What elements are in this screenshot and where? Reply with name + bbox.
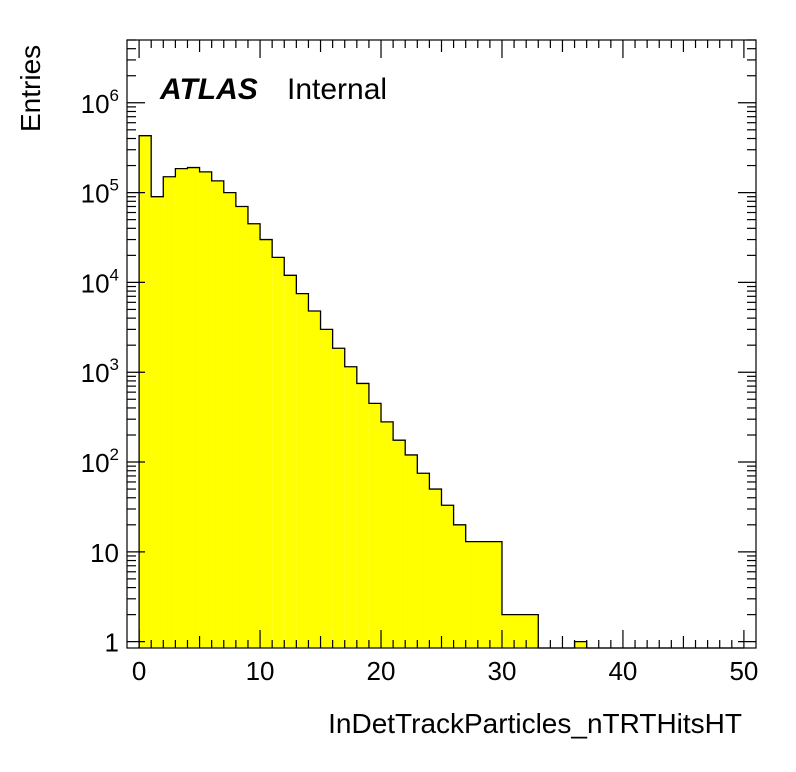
histogram-bar: [429, 489, 442, 648]
histogram-bar: [247, 223, 261, 648]
y-tick-label: 10: [90, 538, 119, 568]
y-tick-label: 106: [81, 86, 119, 119]
x-tick-label: 40: [608, 656, 637, 686]
x-tick-label: 20: [367, 656, 396, 686]
histogram-bar: [260, 239, 273, 648]
histogram-bar: [501, 614, 539, 648]
x-axis-label: InDetTrackParticles_nTRTHitsHT: [328, 708, 742, 739]
atlas-label: ATLAS: [159, 73, 258, 106]
y-axis-label: Entries: [15, 45, 46, 132]
y-tick-label: 1: [105, 628, 119, 658]
y-tick-label: 103: [81, 355, 119, 388]
histogram-bar: [151, 196, 164, 648]
histogram-bar: [163, 176, 176, 648]
histogram-bar: [284, 275, 297, 648]
histogram-bar: [465, 541, 502, 648]
histogram-bar: [574, 641, 587, 648]
y-tick-label: 102: [81, 445, 119, 478]
histogram-bar: [417, 473, 430, 648]
x-tick-labels: 0 10 20 30 40 50: [132, 656, 759, 686]
histogram-bar: [296, 293, 309, 648]
y-tick-labels: 1 10 102 103 104 105 106: [81, 86, 119, 658]
y-tick-label: 105: [81, 176, 119, 209]
histogram-bar: [223, 192, 236, 648]
histogram-bar: [320, 329, 333, 648]
histogram-bar: [235, 206, 248, 648]
histogram-bar: [199, 171, 212, 648]
histogram-bar: [381, 421, 394, 648]
histogram-bar: [393, 440, 406, 648]
internal-label: Internal: [287, 73, 387, 106]
histogram-outline: [138, 135, 744, 649]
axis-ticks: [127, 39, 756, 648]
histogram-bar: [308, 311, 321, 648]
histogram-bar: [187, 167, 200, 648]
histogram-bar: [441, 505, 454, 648]
histogram-bars: [139, 135, 587, 649]
histogram-bar: [453, 524, 466, 648]
histogram-bar: [175, 168, 188, 648]
y-tick-label: 104: [81, 265, 119, 298]
x-tick-label: 0: [132, 656, 146, 686]
x-tick-label: 30: [488, 656, 517, 686]
histogram-bar: [211, 180, 224, 649]
histogram-bar: [344, 366, 357, 648]
x-tick-label: 10: [246, 656, 275, 686]
histogram-bar: [368, 403, 382, 648]
histogram-bar: [272, 257, 285, 648]
histogram-bar: [139, 135, 152, 648]
histogram-bar: [405, 454, 418, 648]
histogram-bar: [332, 348, 345, 648]
x-tick-label: 50: [729, 656, 758, 686]
histogram-bar: [356, 383, 369, 648]
